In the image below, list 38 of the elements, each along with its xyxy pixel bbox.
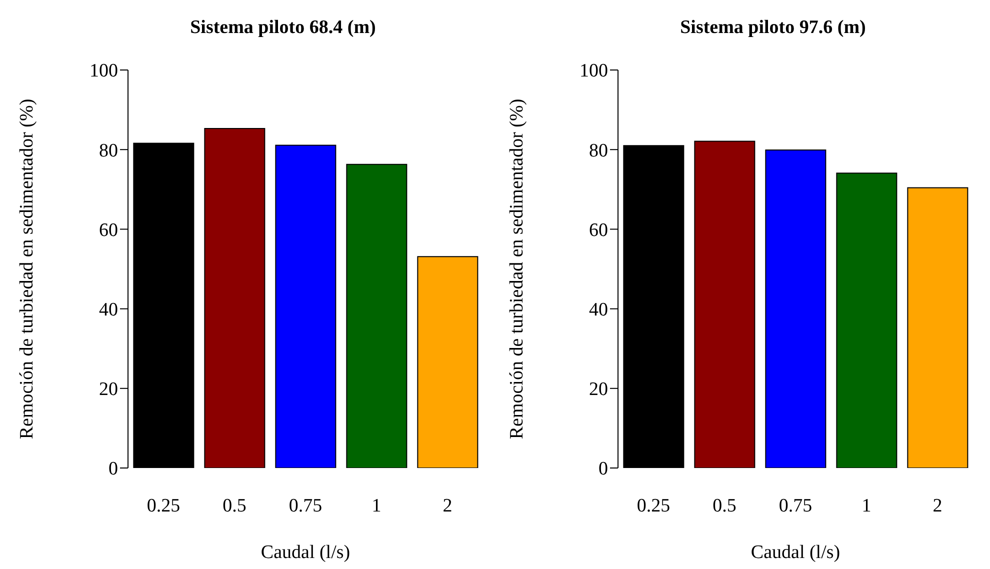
x-tick-label: 0.5 <box>712 495 736 516</box>
y-tick-label: 100 <box>90 60 118 82</box>
y-tick-label: 0 <box>598 458 608 480</box>
x-tick-label: 1 <box>862 495 872 516</box>
bar <box>907 187 968 468</box>
y-tick-label: 60 <box>99 220 118 241</box>
x-tick-label: 0.5 <box>222 495 246 516</box>
y-axis-title: Remoción de turbiedad en sedimentador (%) <box>16 98 38 440</box>
x-tick-label: 0.75 <box>778 495 812 516</box>
bar <box>346 164 408 468</box>
x-tick-label: 2 <box>442 495 452 516</box>
x-axis-title: Caudal (l/s) <box>260 542 350 563</box>
y-tick-label: 100 <box>580 60 608 82</box>
x-axis-title: Caudal (l/s) <box>750 542 840 563</box>
y-tick-label: 80 <box>99 140 118 162</box>
x-tick-label: 0.25 <box>146 495 180 516</box>
y-tick-label: 40 <box>589 300 608 321</box>
bar <box>836 172 898 468</box>
bar <box>765 150 826 468</box>
y-axis-title: Remoción de turbiedad en sedimentador (%) <box>506 98 528 440</box>
x-tick-label: 0.75 <box>288 495 322 516</box>
x-tick-label: 0.25 <box>636 495 670 516</box>
y-tick-label: 40 <box>99 300 118 321</box>
x-tick-label: 1 <box>372 495 382 516</box>
chart-title: Sistema piloto 68.4 (m) <box>189 16 377 40</box>
chart-title: Sistema piloto 97.6 (m) <box>679 16 867 40</box>
bar <box>694 140 756 468</box>
bar <box>133 142 194 468</box>
y-tick-label: 20 <box>99 379 118 400</box>
y-tick-label: 80 <box>589 140 608 162</box>
x-tick-label: 2 <box>932 495 942 516</box>
bar <box>417 256 478 468</box>
y-tick-label: 20 <box>589 379 608 400</box>
bar <box>204 128 266 468</box>
y-tick-label: 0 <box>108 458 118 480</box>
y-tick-label: 60 <box>589 220 608 241</box>
bar <box>623 145 684 468</box>
bar <box>275 144 336 468</box>
